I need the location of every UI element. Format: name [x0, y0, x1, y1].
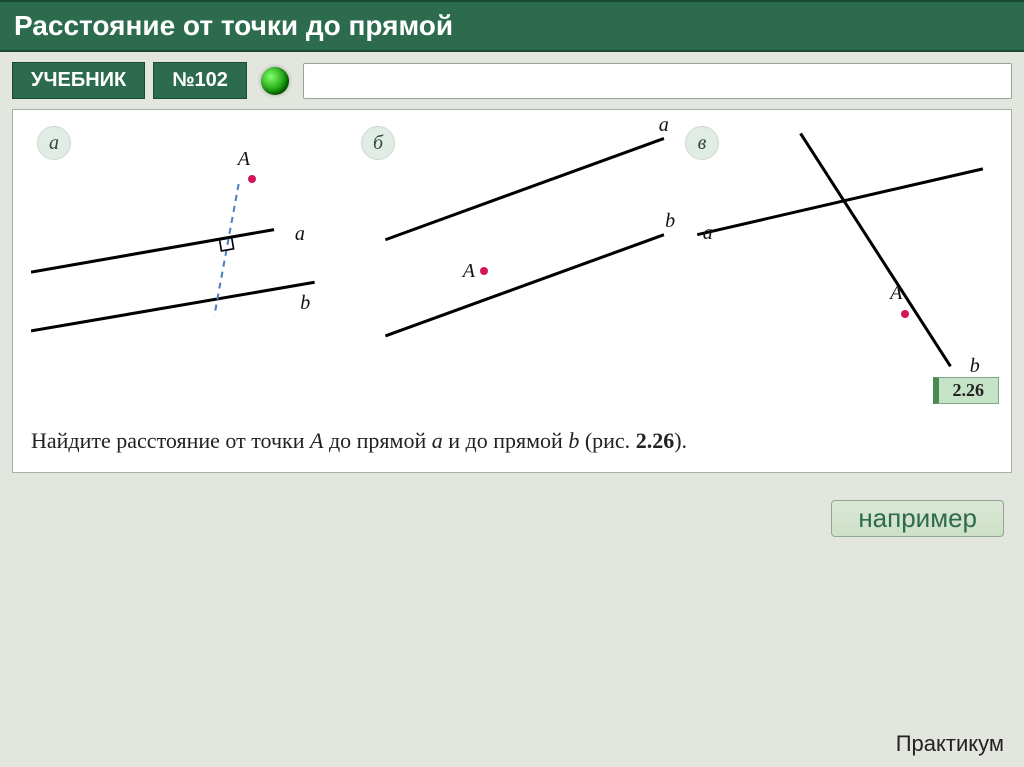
- line-a: [697, 169, 983, 235]
- task-mid1: до прямой: [323, 428, 431, 453]
- point-A: [248, 175, 256, 183]
- panel-badge-b: б: [361, 126, 395, 160]
- line-b: [385, 235, 664, 336]
- textbook-button[interactable]: УЧЕБНИК: [12, 62, 145, 99]
- figure-b-svg: [355, 120, 669, 400]
- toolbar: УЧЕБНИК №102: [0, 52, 1024, 109]
- example-button[interactable]: например: [831, 500, 1004, 537]
- figure-number-badge: 2.26: [933, 377, 1000, 404]
- figure-panel-a: а A a b: [31, 120, 345, 400]
- figure-panel-c: в A a b 2.26: [679, 120, 993, 400]
- line-a: [385, 138, 664, 239]
- line-a: [31, 230, 274, 273]
- figures-row: а A a b б A a b в: [31, 120, 993, 400]
- footer-label: Практикум: [896, 731, 1004, 757]
- task-A: A: [310, 428, 323, 453]
- task-mid2: и до прямой: [443, 428, 569, 453]
- label-line-a: a: [659, 114, 669, 137]
- page-title: Расстояние от точки до прямой: [0, 0, 1024, 52]
- label-line-a: a: [703, 222, 713, 245]
- content-box: а A a b б A a b в: [12, 109, 1012, 473]
- label-A: A: [463, 260, 475, 283]
- point-A: [480, 267, 488, 275]
- task-post2: ).: [674, 428, 687, 453]
- task-a: a: [432, 428, 443, 453]
- label-line-b: b: [970, 355, 980, 378]
- label-line-b: b: [665, 210, 675, 233]
- task-pre: Найдите расстояние от точки: [31, 428, 310, 453]
- task-number-button[interactable]: №102: [153, 62, 247, 99]
- figure-a-svg: [31, 120, 345, 400]
- line-b: [801, 133, 951, 366]
- task-text: Найдите расстояние от точки A до прямой …: [31, 428, 993, 454]
- panel-badge-c: в: [685, 126, 719, 160]
- panel-badge-a: а: [37, 126, 71, 160]
- task-num: 2.26: [636, 428, 675, 453]
- label-A: A: [890, 282, 902, 305]
- line-b: [31, 282, 315, 331]
- label-line-b: b: [300, 292, 310, 315]
- point-A: [901, 310, 909, 318]
- task-b: b: [568, 428, 579, 453]
- status-led-icon: [261, 67, 289, 95]
- figure-panel-b: б A a b: [355, 120, 669, 400]
- label-A: A: [238, 148, 250, 171]
- search-input[interactable]: [303, 63, 1012, 99]
- figure-c-svg: [679, 120, 993, 400]
- task-post1: (рис.: [579, 428, 635, 453]
- label-line-a: a: [295, 223, 305, 246]
